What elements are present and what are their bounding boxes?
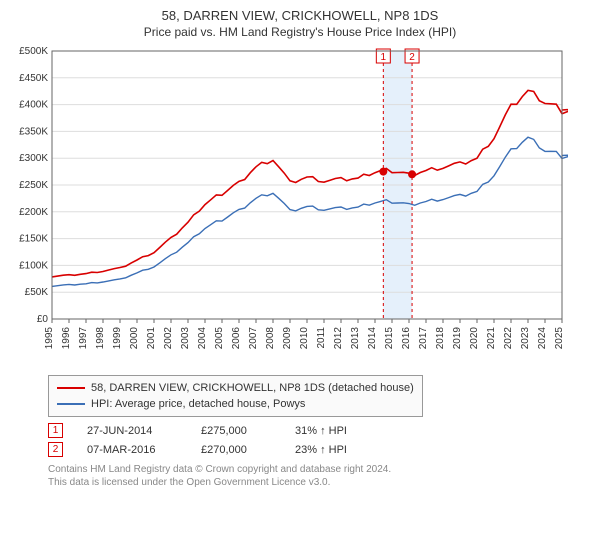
footnote: Contains HM Land Registry data © Crown c… [48, 463, 568, 489]
sale-delta: 23% ↑ HPI [295, 444, 375, 456]
svg-text:2: 2 [409, 52, 415, 63]
sale-badge: 2 [48, 442, 63, 457]
svg-text:£450K: £450K [19, 73, 48, 84]
svg-text:£100K: £100K [19, 260, 48, 271]
chart-svg: £0 £50K £100K £150K £200K £250K £300K £350K £400… [8, 47, 568, 367]
svg-text:£350K: £350K [19, 126, 48, 137]
sale-row: 2 07-MAR-2016 £270,000 23% ↑ HPI [48, 442, 592, 457]
sale-date: 07-MAR-2016 [87, 444, 177, 456]
svg-text:1995: 1995 [44, 327, 55, 350]
svg-text:2003: 2003 [180, 327, 191, 350]
sales-table: 1 27-JUN-2014 £275,000 31% ↑ HPI 2 07-MA… [48, 423, 592, 457]
svg-text:2025: 2025 [554, 327, 565, 350]
svg-text:1999: 1999 [112, 327, 123, 350]
legend-swatch [57, 403, 85, 405]
svg-text:2022: 2022 [503, 327, 514, 350]
svg-text:1: 1 [381, 52, 387, 63]
svg-text:2012: 2012 [333, 327, 344, 350]
svg-text:2013: 2013 [350, 327, 361, 350]
svg-text:2002: 2002 [163, 327, 174, 350]
svg-text:£300K: £300K [19, 153, 48, 164]
sale-row: 1 27-JUN-2014 £275,000 31% ↑ HPI [48, 423, 592, 438]
svg-text:2009: 2009 [282, 327, 293, 350]
svg-text:2021: 2021 [486, 327, 497, 350]
legend-row: HPI: Average price, detached house, Powy… [57, 396, 414, 412]
svg-text:1997: 1997 [78, 327, 89, 350]
svg-text:2020: 2020 [469, 327, 480, 350]
svg-text:£200K: £200K [19, 207, 48, 218]
svg-text:2006: 2006 [231, 327, 242, 350]
svg-text:2014: 2014 [367, 327, 378, 350]
svg-text:£0: £0 [37, 314, 49, 325]
sale-delta: 31% ↑ HPI [295, 425, 375, 437]
svg-text:2004: 2004 [197, 327, 208, 350]
sale-badge: 1 [48, 423, 63, 438]
svg-text:2005: 2005 [214, 327, 225, 350]
svg-text:2024: 2024 [537, 327, 548, 350]
svg-text:2007: 2007 [248, 327, 259, 350]
footnote-line: Contains HM Land Registry data © Crown c… [48, 464, 391, 475]
sale-badge-num: 1 [53, 425, 59, 436]
svg-text:1998: 1998 [95, 327, 106, 350]
svg-text:£50K: £50K [25, 287, 49, 298]
footnote-line: This data is licensed under the Open Gov… [48, 477, 330, 488]
svg-text:2010: 2010 [299, 327, 310, 350]
svg-text:2011: 2011 [316, 327, 327, 349]
svg-text:2023: 2023 [520, 327, 531, 350]
sale-price: £270,000 [201, 444, 271, 456]
sale-date: 27-JUN-2014 [87, 425, 177, 437]
legend-label: 58, DARREN VIEW, CRICKHOWELL, NP8 1DS (d… [91, 380, 414, 396]
svg-text:2016: 2016 [401, 327, 412, 350]
svg-text:2018: 2018 [435, 327, 446, 350]
sale-badge-num: 2 [53, 444, 59, 455]
svg-text:£150K: £150K [19, 234, 48, 245]
svg-text:2008: 2008 [265, 327, 276, 350]
svg-text:2019: 2019 [452, 327, 463, 350]
svg-text:2017: 2017 [418, 327, 429, 350]
svg-text:£250K: £250K [19, 180, 48, 191]
legend-swatch [57, 387, 85, 389]
svg-text:2001: 2001 [146, 327, 157, 350]
svg-text:£400K: £400K [19, 100, 48, 111]
svg-text:£500K: £500K [19, 47, 48, 57]
svg-text:2000: 2000 [129, 327, 140, 350]
page-title: 58, DARREN VIEW, CRICKHOWELL, NP8 1DS [8, 8, 592, 23]
legend-label: HPI: Average price, detached house, Powy… [91, 396, 305, 412]
svg-text:1996: 1996 [61, 327, 72, 350]
price-chart: £0 £50K £100K £150K £200K £250K £300K £350K £400… [8, 47, 592, 367]
svg-text:2015: 2015 [384, 327, 395, 350]
legend-row: 58, DARREN VIEW, CRICKHOWELL, NP8 1DS (d… [57, 380, 414, 396]
page-subtitle: Price paid vs. HM Land Registry's House … [8, 25, 592, 39]
sale-price: £275,000 [201, 425, 271, 437]
legend: 58, DARREN VIEW, CRICKHOWELL, NP8 1DS (d… [48, 375, 423, 417]
